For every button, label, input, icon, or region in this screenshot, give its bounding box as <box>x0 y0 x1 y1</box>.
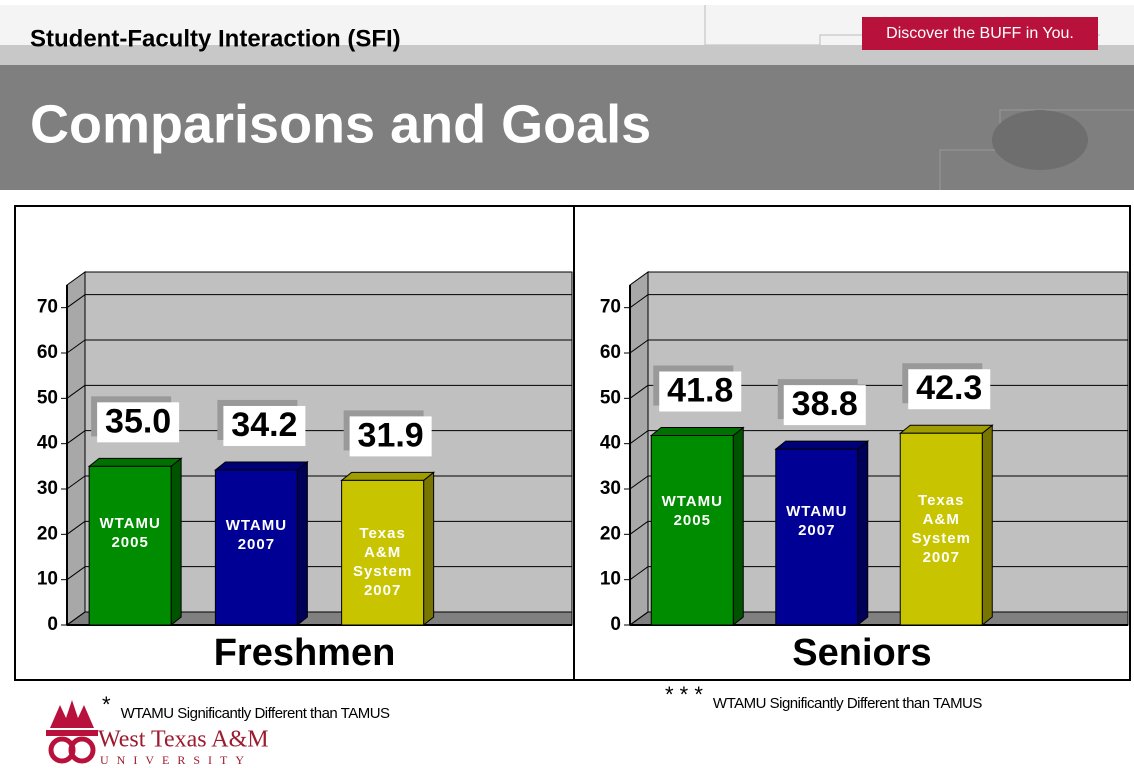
left-wall <box>66 271 86 626</box>
bison-shape <box>992 110 1088 170</box>
value-label-box <box>783 385 866 426</box>
y-tick-label: 40 <box>37 433 58 454</box>
y-tick-label: 60 <box>600 342 621 363</box>
value-label-box <box>97 402 180 443</box>
grid-line <box>66 339 86 354</box>
y-tick-label: 0 <box>47 614 58 635</box>
value-label-box <box>908 369 991 410</box>
bar-top <box>87 457 183 467</box>
value-label: 35.0 <box>105 402 171 440</box>
value-label-box <box>659 371 742 412</box>
bar-top <box>898 424 994 434</box>
logo-bar <box>46 730 98 736</box>
logo-flame <box>50 700 94 728</box>
value-label: 38.8 <box>792 385 858 423</box>
value-label: 41.8 <box>667 371 733 409</box>
logo-emblem <box>46 700 98 764</box>
y-tick-label: 20 <box>600 523 621 544</box>
bar-side <box>857 440 869 627</box>
bar-side <box>170 457 182 627</box>
value-label: 31.9 <box>358 416 424 454</box>
bar-side <box>296 460 308 627</box>
category-label: WTAMU 2007 <box>225 517 288 554</box>
tagline-box <box>862 17 1098 50</box>
category-label: WTAMU 2005 <box>661 493 723 530</box>
category-label: Texas A&M System 2007 <box>352 524 413 599</box>
category-label: WTAMU 2007 <box>786 502 848 539</box>
logo-ring <box>68 736 96 764</box>
title: Comparisons and Goals <box>30 94 651 154</box>
bar <box>88 465 172 626</box>
value-label: 34.2 <box>231 406 297 444</box>
bar-side <box>423 471 435 627</box>
grid-line <box>66 475 86 490</box>
grid-line <box>66 294 86 309</box>
logo-subname: UNIVERSITY <box>100 753 252 767</box>
footnote: WTAMU Significantly Different than TAMUS <box>713 695 982 712</box>
grid-line <box>629 475 649 490</box>
bar-top <box>213 461 309 471</box>
grid-line <box>629 566 649 581</box>
left-wall <box>629 271 649 626</box>
footnote-mark: * * * <box>665 682 703 707</box>
header-divider <box>0 45 1134 65</box>
subtitle: Student-Faculty Interaction (SFI) <box>30 25 401 52</box>
y-tick-label: 0 <box>610 614 621 635</box>
y-tick-label: 60 <box>37 342 58 363</box>
y-tick-label: 70 <box>600 297 621 318</box>
grid-line <box>66 520 86 535</box>
bar-side <box>981 424 993 627</box>
y-tick-label: 30 <box>37 478 58 499</box>
bar <box>341 479 425 626</box>
x-axis-label: Freshmen <box>214 632 396 674</box>
x-axis-label: Seniors <box>792 632 931 674</box>
grid-line <box>629 384 649 399</box>
bar <box>214 469 298 626</box>
tagline: Discover the BUFF in You. <box>886 25 1074 42</box>
grid-line <box>629 339 649 354</box>
bar-top <box>340 471 436 481</box>
category-label: WTAMU 2005 <box>99 514 161 551</box>
bar-top <box>649 427 745 437</box>
grid-line <box>66 566 86 581</box>
y-tick-label: 40 <box>600 433 621 454</box>
y-tick-label: 30 <box>600 478 621 499</box>
grid-line <box>66 611 86 626</box>
y-tick-label: 10 <box>37 569 58 590</box>
grid-line <box>629 611 649 626</box>
footnote-mark: * <box>102 692 111 717</box>
bar <box>650 435 734 626</box>
grid-line <box>66 430 86 445</box>
bar <box>899 432 983 626</box>
title-band <box>0 65 1134 190</box>
footnote: WTAMU Significantly Different than TAMUS <box>121 705 390 722</box>
bar-side <box>732 426 744 627</box>
bar <box>775 448 859 626</box>
value-label: 42.3 <box>916 369 982 407</box>
category-label: Texas A&M System 2007 <box>911 491 971 566</box>
grid-line <box>629 430 649 445</box>
grid-line <box>629 294 649 309</box>
y-tick-label: 50 <box>37 387 58 408</box>
value-label-box <box>349 416 432 457</box>
y-tick-label: 10 <box>600 569 621 590</box>
grid-line <box>66 384 86 399</box>
bar-top <box>774 440 870 450</box>
y-tick-label: 20 <box>37 523 58 544</box>
logo-name: West Texas A&M <box>98 727 269 753</box>
value-label-box <box>223 405 306 446</box>
y-tick-label: 50 <box>600 387 621 408</box>
y-tick-label: 70 <box>37 297 58 318</box>
grid-line <box>629 520 649 535</box>
